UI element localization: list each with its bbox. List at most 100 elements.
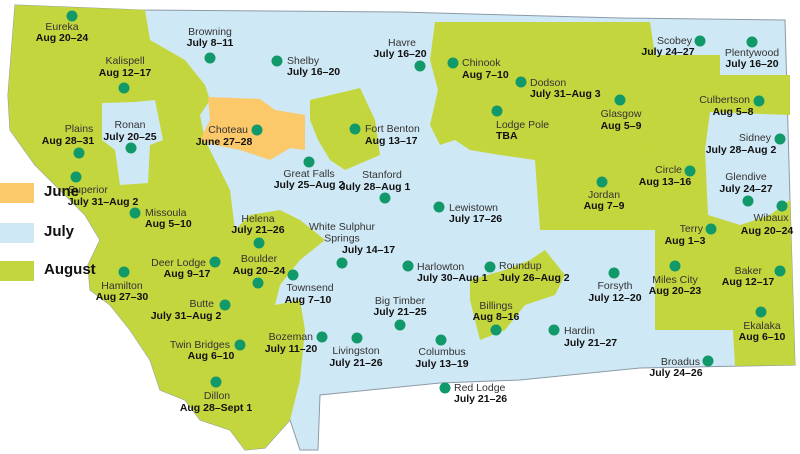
town-name: Red Lodge bbox=[454, 382, 506, 394]
town-name: Boulder bbox=[241, 253, 278, 265]
town-name: Glasgow bbox=[601, 108, 642, 120]
location-dot-icon bbox=[608, 267, 620, 279]
location-dot-icon bbox=[303, 156, 315, 168]
town-name: Jordan bbox=[588, 189, 620, 201]
fair-dates: July 11–20 bbox=[265, 343, 318, 355]
location-dot-icon bbox=[118, 266, 130, 278]
fair-dates: July 24–26 bbox=[649, 367, 702, 379]
location-dot-icon bbox=[774, 133, 786, 145]
fair-dates: Aug 5–9 bbox=[601, 120, 642, 132]
august-region-fort-benton bbox=[310, 88, 380, 170]
location-dot-icon bbox=[252, 277, 264, 289]
town-name: Townsend bbox=[286, 282, 333, 294]
fair-dates: July 21–27 bbox=[564, 337, 617, 349]
town-name: Dodson bbox=[530, 77, 566, 89]
location-dot-icon bbox=[684, 165, 696, 177]
town-name: Butte bbox=[189, 298, 214, 310]
location-dot-icon bbox=[379, 192, 391, 204]
fair-dates: July 31–Aug 2 bbox=[151, 310, 222, 322]
town-name: Terry bbox=[680, 223, 704, 235]
legend-swatch-july bbox=[0, 223, 34, 243]
fair-dates: July 16–20 bbox=[287, 66, 340, 78]
location-dot-icon bbox=[753, 95, 765, 107]
fair-dates: Aug 12–17 bbox=[99, 67, 152, 79]
fair-dates: July 14–17 bbox=[342, 244, 395, 256]
legend-label: August bbox=[44, 261, 96, 278]
location-dot-icon bbox=[746, 36, 758, 48]
fair-dates: Aug 12–17 bbox=[722, 276, 775, 288]
town-name: Twin Bridges bbox=[170, 339, 230, 351]
town-name: Bozeman bbox=[269, 331, 314, 343]
location-dot-icon bbox=[118, 82, 130, 94]
location-dot-icon bbox=[234, 339, 246, 351]
town-name: Sidney bbox=[739, 132, 772, 144]
fair-dates: Aug 6–10 bbox=[739, 331, 786, 343]
fair-dates: Aug 27–30 bbox=[96, 291, 149, 303]
location-dot-icon bbox=[614, 94, 626, 106]
town-name: Livingston bbox=[332, 345, 379, 357]
location-dot-icon bbox=[596, 176, 608, 188]
town-name: Billings bbox=[479, 300, 512, 312]
legend-label: July bbox=[44, 223, 75, 240]
location-dot-icon bbox=[66, 10, 78, 22]
town-name: Fort Benton bbox=[365, 123, 420, 135]
location-dot-icon bbox=[251, 124, 263, 136]
location-dot-icon bbox=[316, 331, 328, 343]
town-name: Dillon bbox=[204, 390, 230, 402]
town-name: Hamilton bbox=[101, 280, 143, 292]
fair-dates: Aug 7–10 bbox=[285, 294, 332, 306]
location-dot-icon bbox=[776, 200, 788, 212]
location-dot-icon bbox=[129, 207, 141, 219]
location-dot-icon bbox=[435, 334, 447, 346]
town-name: Plains bbox=[65, 123, 94, 135]
fair-dates: June 27–28 bbox=[196, 136, 253, 148]
fair-dates: Aug 8–16 bbox=[473, 311, 520, 323]
town-name: Shelby bbox=[287, 55, 320, 67]
fair-dates: July 16–20 bbox=[373, 48, 426, 60]
legend-label: June bbox=[44, 183, 80, 200]
town-name: Choteau bbox=[208, 124, 248, 136]
fair-dates: July 28–Aug 1 bbox=[340, 181, 411, 193]
fair-dates: July 25–Aug 2 bbox=[274, 179, 345, 191]
town-name: Browning bbox=[188, 26, 232, 38]
town-name: Circle bbox=[655, 164, 682, 176]
town-name: Helena bbox=[241, 213, 274, 225]
location-dot-icon bbox=[204, 52, 216, 64]
location-dot-icon bbox=[336, 257, 348, 269]
location-dot-icon bbox=[755, 306, 767, 318]
location-dot-icon bbox=[705, 223, 717, 235]
fair-dates: July 21–26 bbox=[231, 224, 284, 236]
fair-dates: Aug 7–10 bbox=[462, 69, 509, 81]
fair-dates: July 31–Aug 2 bbox=[68, 196, 139, 208]
fair-dates: Aug 5–8 bbox=[713, 106, 754, 118]
fair-dates: July 13–19 bbox=[415, 358, 468, 370]
location-dot-icon bbox=[742, 195, 754, 207]
august-region-billings bbox=[470, 250, 565, 340]
town-name: Lewistown bbox=[449, 202, 498, 214]
